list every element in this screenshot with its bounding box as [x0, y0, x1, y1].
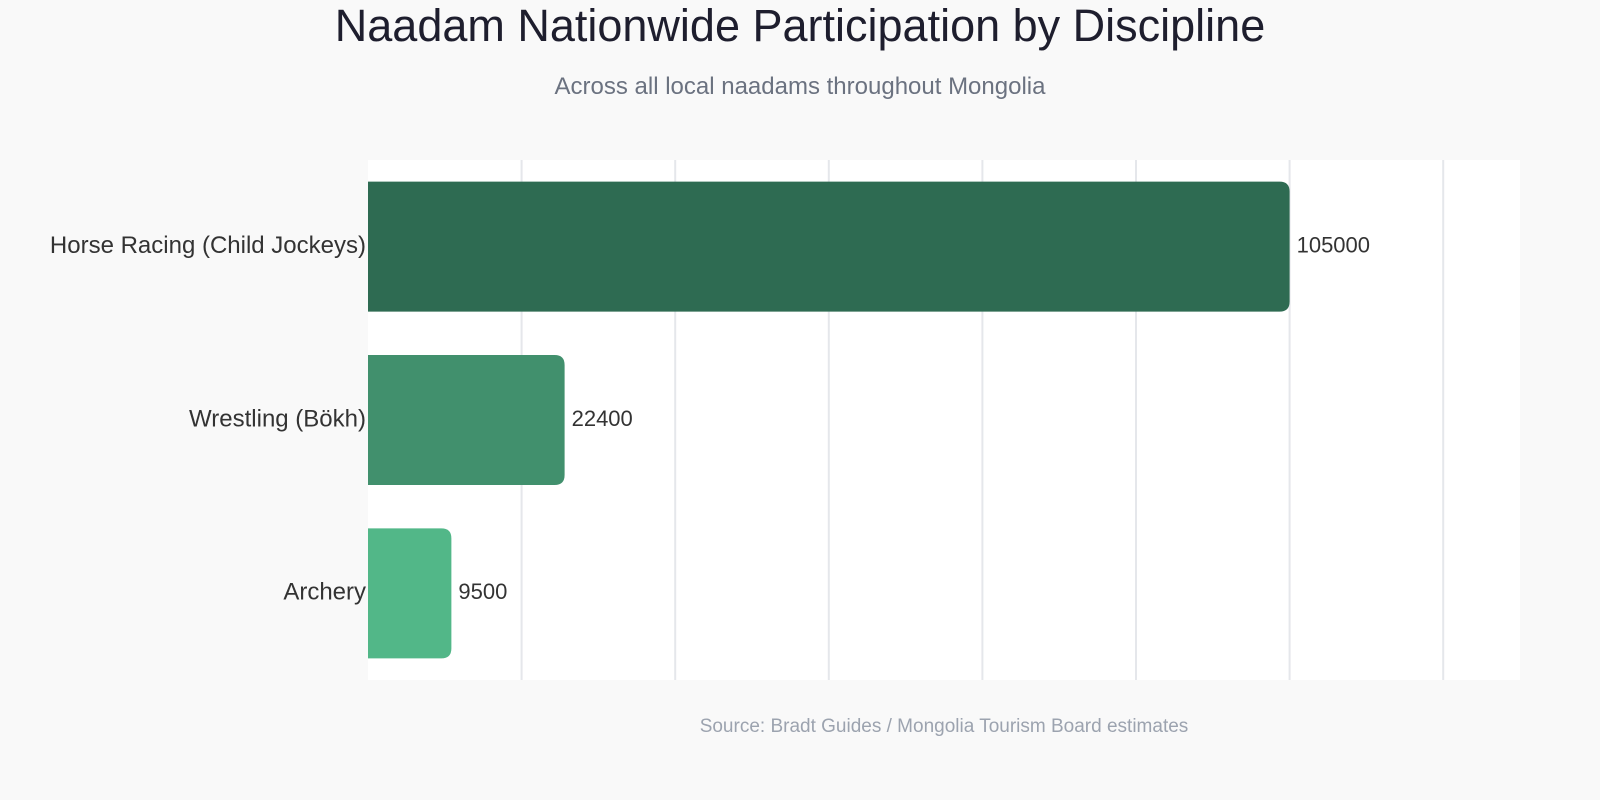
value-label: 105000 [1297, 232, 1370, 257]
bars [368, 181, 1290, 659]
bar-1 [368, 355, 565, 485]
bar-0 [368, 181, 1290, 312]
value-label: 22400 [572, 406, 633, 431]
category-label: Horse Racing (Child Jockeys) [50, 232, 366, 259]
chart-title: Naadam Nationwide Participation by Disci… [334, 0, 1266, 51]
chart-subtitle: Across all local naadams throughout Mong… [554, 73, 1046, 100]
category-label: Wrestling (Bökh) [189, 405, 366, 432]
labels: Horse Racing (Child Jockeys) 105000 Wrestl… [50, 232, 1370, 606]
value-label: 9500 [458, 579, 507, 604]
chart-source: Source: Bradt Guides / Mongolia Tourism … [699, 716, 1189, 737]
category-label: Archery [283, 579, 366, 606]
bar-2 [368, 528, 452, 659]
